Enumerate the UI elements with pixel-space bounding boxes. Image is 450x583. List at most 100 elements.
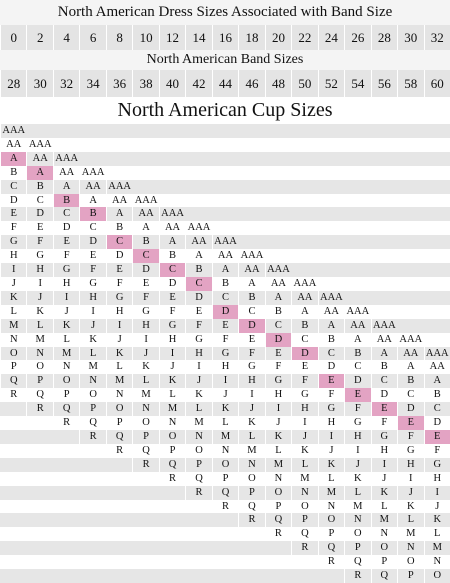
cup-size: F: [291, 374, 317, 389]
cup-size: D: [185, 290, 211, 305]
row-band: [0, 50, 450, 70]
cup-size: G: [317, 402, 344, 417]
cup-size: G: [370, 430, 397, 444]
cup-size: O: [291, 499, 317, 514]
cup-size: C: [264, 318, 291, 333]
cup-size: G: [52, 263, 79, 277]
cup-size: H: [211, 360, 238, 375]
cup-size: F: [105, 277, 132, 291]
row-stripe: [0, 499, 450, 514]
row-stripe: [0, 430, 450, 444]
cup-size: AAA: [344, 304, 370, 319]
cup-size: P: [317, 527, 344, 542]
cup-size: M: [238, 443, 264, 458]
cup-size: A: [238, 277, 264, 291]
band-size: 28: [0, 70, 26, 97]
cup-size: B: [291, 318, 317, 333]
dress-size: 32: [423, 25, 450, 50]
cup-size: A: [211, 263, 238, 277]
cup-size: M: [105, 374, 132, 389]
cup-size: P: [26, 374, 52, 389]
dress-size: 30: [397, 25, 423, 50]
cup-size: E: [52, 235, 79, 250]
row-stripe: [0, 207, 450, 222]
cup-size: D: [317, 360, 344, 375]
cup-size: P: [52, 388, 79, 403]
dress-size: 18: [238, 25, 264, 50]
cup-size: G: [132, 304, 158, 319]
cup-size: Q: [26, 388, 52, 403]
cup-size: C: [158, 263, 186, 277]
cup-size: K: [185, 388, 211, 403]
cup-size: E: [185, 304, 211, 319]
cup-size: E: [158, 290, 185, 305]
cup-size: A: [185, 249, 211, 264]
cup-size: C: [79, 221, 105, 236]
cup-size: O: [79, 388, 105, 403]
cup-size: P: [238, 485, 264, 500]
cup-size: C: [291, 332, 317, 347]
cup-size: B: [0, 165, 26, 180]
cup-size: Q: [317, 541, 344, 556]
cup-size: P: [79, 402, 105, 417]
cup-size: R: [211, 499, 238, 514]
cup-size: R: [26, 402, 52, 417]
dress-size: 24: [317, 25, 344, 50]
cup-size: D: [0, 193, 26, 208]
cup-size: A: [344, 332, 370, 347]
cup-size: F: [423, 443, 450, 458]
cup-size: Q: [79, 416, 105, 430]
cup-size: D: [397, 402, 423, 417]
cup-size: Q: [291, 527, 317, 542]
cup-size: I: [291, 416, 317, 430]
band-size: 44: [211, 70, 238, 97]
cup-size: G: [79, 277, 105, 291]
row-band: [0, 70, 450, 97]
cup-size: K: [132, 360, 158, 375]
cup-size: C: [370, 374, 397, 389]
cup-size: O: [423, 569, 450, 583]
row-stripe: [0, 263, 450, 277]
cup-size: O: [370, 541, 397, 556]
cup-size: P: [344, 541, 370, 556]
cup-size: R: [264, 527, 291, 542]
cup-size: F: [211, 332, 238, 347]
cup-size: J: [211, 388, 238, 403]
cup-size: O: [105, 402, 132, 417]
band-size: 30: [26, 70, 52, 97]
row-stripe: [0, 443, 450, 458]
cup-size: R: [344, 569, 370, 583]
cup-size: J: [264, 416, 291, 430]
cup-size: K: [423, 513, 450, 528]
cup-size: N: [397, 541, 423, 556]
cup-size: H: [52, 277, 79, 291]
row-stripe: [0, 513, 450, 528]
cup-size: P: [132, 430, 158, 444]
cup-size: E: [132, 277, 158, 291]
row-stripe: [0, 332, 450, 347]
cup-size: Q: [158, 457, 185, 472]
cup-size: F: [132, 290, 158, 305]
cup-size: L: [0, 304, 26, 319]
cup-size: J: [52, 304, 79, 319]
cup-size: AA: [26, 151, 52, 166]
cup-size: I: [344, 443, 370, 458]
cup-size: M: [291, 471, 317, 486]
cup-size: AAA: [0, 124, 26, 138]
band-size: 42: [185, 70, 211, 97]
cup-size: A: [397, 360, 423, 375]
cup-size: AA: [238, 263, 264, 277]
cup-size: E: [26, 221, 52, 236]
cup-size: H: [344, 430, 370, 444]
cup-size: B: [397, 374, 423, 389]
cup-size: AA: [105, 193, 132, 208]
cup-size: M: [79, 360, 105, 375]
cup-size: J: [26, 290, 52, 305]
cup-size: B: [185, 263, 211, 277]
row-stripe: [0, 457, 450, 472]
row-stripe: [0, 471, 450, 486]
cup-size: D: [238, 318, 265, 333]
cup-size: M: [52, 346, 79, 361]
cup-size: E: [344, 388, 371, 403]
cup-size: H: [370, 443, 397, 458]
